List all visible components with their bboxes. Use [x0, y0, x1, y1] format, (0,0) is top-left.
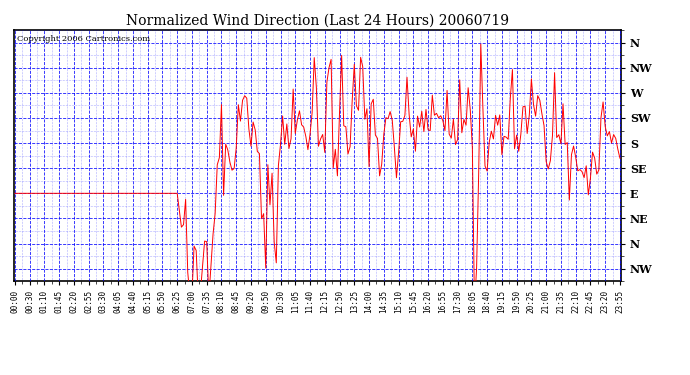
Title: Normalized Wind Direction (Last 24 Hours) 20060719: Normalized Wind Direction (Last 24 Hours… — [126, 13, 509, 27]
Text: Copyright 2006 Cartronics.com: Copyright 2006 Cartronics.com — [17, 35, 150, 43]
